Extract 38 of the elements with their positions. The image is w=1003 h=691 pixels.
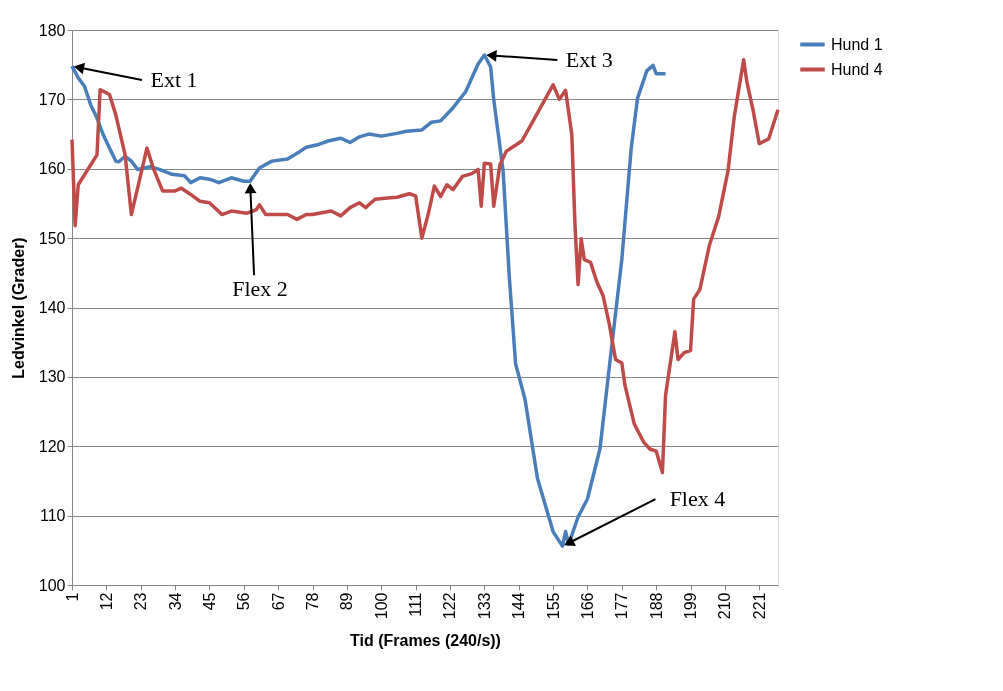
- annotation: Flex 4: [669, 486, 726, 512]
- x-tick-label: 56: [235, 592, 253, 611]
- x-tick-label: 89: [338, 592, 356, 611]
- x-axis-title: Tid (Frames (240/s)): [350, 632, 501, 650]
- x-tick-label: 155: [544, 592, 562, 620]
- x-tick-label: 166: [578, 592, 596, 620]
- x-tick-label: 12: [97, 592, 115, 611]
- y-tick-label: 110: [39, 507, 66, 525]
- x-tick-label: 78: [304, 592, 322, 611]
- x-tick-label: 122: [441, 592, 459, 620]
- y-tick-label: 140: [38, 299, 66, 316]
- y-tick-label: 170: [38, 90, 66, 108]
- y-tick-label: 150: [38, 229, 66, 247]
- x-tick-label: 177: [613, 592, 631, 620]
- legend-label: Hund 4: [831, 60, 883, 78]
- x-tick-label: 111: [407, 592, 425, 617]
- y-axis-title: Ledvinkel (Grader): [9, 237, 27, 379]
- x-tick-label: 199: [682, 592, 700, 620]
- x-tick-label: 67: [269, 592, 287, 611]
- x-tick-label: 144: [510, 592, 528, 620]
- y-tick-label: 100: [38, 576, 66, 594]
- x-tick-label: 221: [750, 592, 768, 620]
- x-tick-label: 100: [372, 592, 390, 620]
- x-tick-label: 133: [475, 592, 493, 620]
- x-tick-label: 45: [200, 592, 218, 611]
- legend-label: Hund 1: [831, 35, 883, 53]
- annotation: Ext 1: [150, 67, 198, 93]
- y-tick-label: 180: [38, 21, 66, 39]
- y-tick-label: 120: [38, 437, 66, 455]
- x-tick-label: 34: [166, 592, 184, 611]
- x-tick-label: 1: [63, 592, 81, 602]
- x-tick-label: 210: [716, 592, 734, 620]
- y-tick-label: 160: [38, 160, 66, 178]
- annotation: Ext 3: [565, 46, 613, 72]
- x-tick-label: 188: [647, 592, 665, 620]
- x-tick-label: 23: [132, 592, 150, 611]
- annotation: Flex 2: [232, 276, 288, 302]
- y-tick-label: 130: [38, 368, 66, 386]
